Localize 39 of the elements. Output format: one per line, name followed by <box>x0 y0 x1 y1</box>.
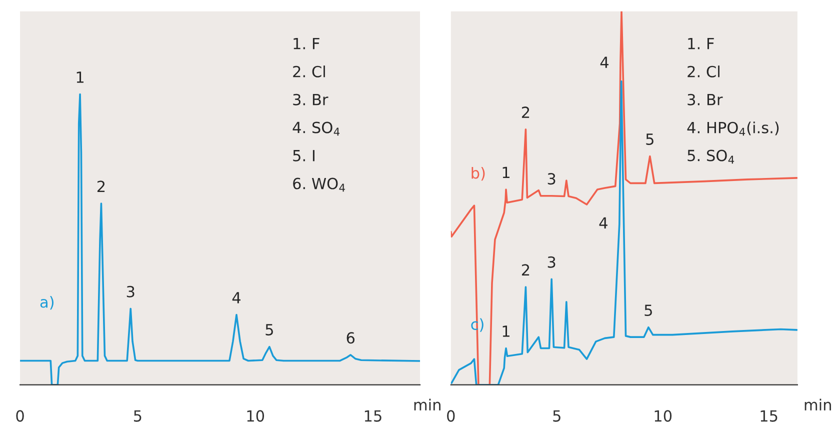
annotation: 3 <box>126 286 134 298</box>
annotation: 2 <box>522 106 530 118</box>
annotation: 1 <box>502 326 510 337</box>
annotation: 6 <box>346 332 354 344</box>
annotation: 2. Cl <box>688 66 720 78</box>
annotation: 3. Br <box>293 94 328 106</box>
annotation: 1. F <box>688 38 714 50</box>
annotation: 5 <box>644 304 652 316</box>
series-label: a) <box>40 296 54 310</box>
annotation: 4 <box>600 56 608 68</box>
annotation: 5 <box>646 134 654 146</box>
series-label: b) <box>472 166 485 181</box>
x-tick-label: 5 <box>134 410 142 422</box>
annotation: 4 <box>599 217 608 228</box>
x-tick-label: 0 <box>16 410 24 422</box>
x-axis-title: min <box>414 398 440 410</box>
annotation: 2 <box>522 264 530 276</box>
annotation: 1 <box>76 72 84 83</box>
annotation: 1 <box>502 166 510 178</box>
annotation: 5 <box>266 324 273 336</box>
x-tick-label: 10 <box>247 410 264 422</box>
x-tick-label: 5 <box>553 410 560 422</box>
annotation: 5. I <box>293 150 314 162</box>
x-tick-label: 0 <box>447 410 455 422</box>
annotation: 3 <box>548 256 556 268</box>
annotation: 4. SO$_{4}$ <box>292 122 340 136</box>
annotation: 3 <box>548 173 556 185</box>
text: 1. F <box>294 38 320 50</box>
text: 2. Cl <box>293 66 325 78</box>
x-tick-label: 10 <box>654 410 672 422</box>
annotation: 2 <box>97 180 105 192</box>
x-tick-label: 15 <box>760 410 778 422</box>
x-tick-label: 15 <box>364 410 382 422</box>
annotation: 6. WO$_{4}$ <box>293 178 345 192</box>
annotation: 4 <box>232 292 240 304</box>
annotation: 5. SO$_{4}$ <box>688 150 734 164</box>
annotation: 3. Br <box>688 94 723 106</box>
annotation: 4. HPO$_{4}$(i.s.) <box>687 122 779 136</box>
x-axis-title: min <box>804 398 831 410</box>
